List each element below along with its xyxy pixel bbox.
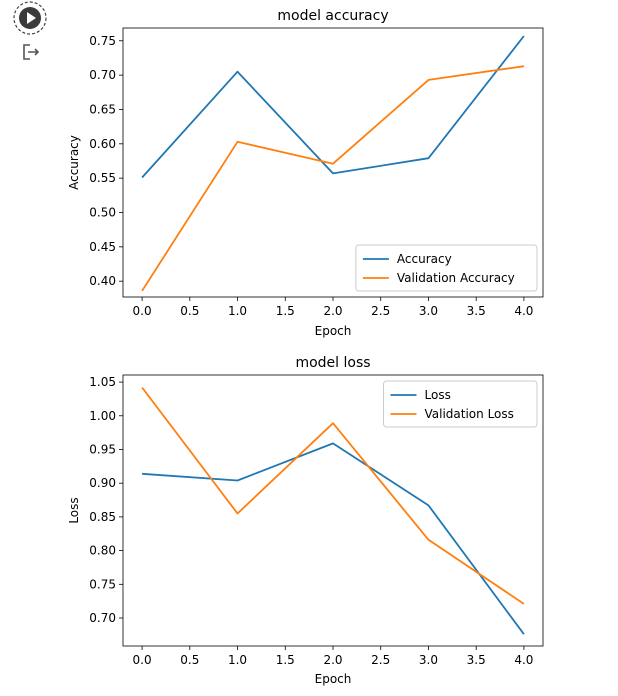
x-axis-label: Epoch bbox=[315, 324, 352, 338]
legend-box bbox=[355, 244, 538, 292]
x-tick-label: 0.0 bbox=[133, 653, 152, 667]
x-tick-label: 3.0 bbox=[419, 653, 438, 667]
x-tick-label: 2.0 bbox=[323, 653, 342, 667]
x-tick-label: 0.0 bbox=[133, 304, 152, 318]
legend: Loss Validation Loss bbox=[383, 380, 538, 428]
chart-0: model accuracy 0.0 0.5 1.0 1.5 2.0 2.5 3.0 3.5 4.… bbox=[67, 8, 544, 338]
y-tick-label: 0.50 bbox=[89, 206, 116, 220]
y-tick-label: 0.45 bbox=[89, 240, 116, 254]
y-tick-label: 0.40 bbox=[89, 274, 116, 288]
y-axis-label: Loss bbox=[67, 497, 81, 523]
x-tick-label: 1.5 bbox=[276, 304, 295, 318]
y-tick-label: 0.95 bbox=[89, 442, 116, 456]
x-tick-label: 3.5 bbox=[467, 304, 486, 318]
x-tick-label: 1.0 bbox=[228, 304, 247, 318]
x-tick-label: 4.0 bbox=[514, 304, 533, 318]
x-tick-label: 4.0 bbox=[514, 653, 533, 667]
y-tick-label: 1.05 bbox=[89, 375, 116, 389]
legend-label: Loss bbox=[425, 388, 451, 402]
y-tick-label: 0.65 bbox=[89, 102, 116, 116]
x-tick-label: 0.5 bbox=[180, 653, 199, 667]
y-tick-label: 1.00 bbox=[89, 409, 116, 423]
chart-title: model loss bbox=[295, 355, 370, 371]
x-tick-label: 3.0 bbox=[419, 304, 438, 318]
legend-label: Validation Accuracy bbox=[397, 271, 515, 285]
y-tick-label: 0.70 bbox=[89, 611, 116, 625]
chart-1: model loss 0.0 0.5 1.0 1.5 2.0 2.5 3.0 3.5 4.0 0.7… bbox=[67, 355, 544, 686]
x-tick-label: 2.5 bbox=[371, 304, 390, 318]
x-tick-label: 1.0 bbox=[228, 653, 247, 667]
x-tick-label: 2.0 bbox=[323, 304, 342, 318]
series-line-1 bbox=[141, 386, 525, 605]
output-redirect-icon[interactable] bbox=[20, 42, 42, 62]
x-tick-label: 2.5 bbox=[371, 653, 390, 667]
x-axis-label: Epoch bbox=[315, 672, 352, 686]
series-line-0 bbox=[141, 35, 525, 179]
y-tick-label: 0.70 bbox=[89, 68, 116, 82]
y-tick-label: 0.90 bbox=[89, 476, 116, 490]
y-axis-label: Accuracy bbox=[67, 135, 81, 190]
legend-label: Validation Loss bbox=[425, 407, 514, 421]
y-tick-label: 0.60 bbox=[89, 137, 116, 151]
y-tick-label: 0.55 bbox=[89, 171, 116, 185]
y-tick-label: 0.75 bbox=[89, 34, 116, 48]
series-line-1 bbox=[141, 65, 525, 292]
legend: Accuracy Validation Accuracy bbox=[355, 244, 538, 292]
chart-title: model accuracy bbox=[277, 8, 388, 24]
y-tick-label: 0.80 bbox=[89, 544, 116, 558]
cell-gutter bbox=[0, 0, 60, 696]
y-tick-label: 0.75 bbox=[89, 577, 116, 591]
x-tick-label: 0.5 bbox=[180, 304, 199, 318]
legend-box bbox=[383, 380, 538, 428]
x-tick-label: 3.5 bbox=[467, 653, 486, 667]
y-tick-label: 0.85 bbox=[89, 510, 116, 524]
legend-label: Accuracy bbox=[397, 252, 452, 266]
series-line-0 bbox=[142, 442, 525, 635]
x-tick-label: 1.5 bbox=[276, 653, 295, 667]
play-circle-icon[interactable] bbox=[12, 0, 48, 36]
